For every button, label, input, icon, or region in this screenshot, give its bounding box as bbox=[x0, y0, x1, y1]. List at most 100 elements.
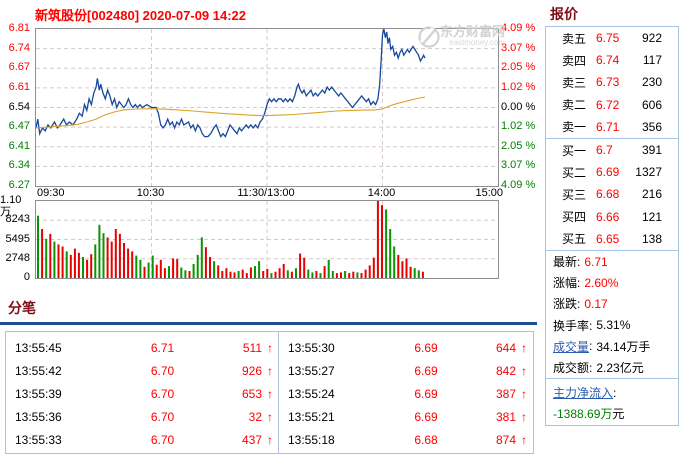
fenbi-volume: 644 bbox=[495, 340, 516, 355]
volume-axis: 1.10万 8243 5495 2748 0 bbox=[0, 194, 33, 283]
fenbi-price: 6.69 bbox=[414, 363, 438, 378]
stat-value: 2.23亿元 bbox=[596, 361, 644, 376]
fenbi-volume: 511 bbox=[242, 340, 262, 355]
axis-tick-label: 1.02 % bbox=[501, 120, 536, 133]
axis-tick-label: 6.81 bbox=[8, 22, 30, 34]
axis-tick-label: 4.09 % bbox=[501, 22, 536, 34]
fenbi-volume: 387 bbox=[495, 386, 516, 401]
eastmoney-logo-icon bbox=[418, 26, 440, 48]
time-tick-label: 10:30 bbox=[136, 187, 165, 199]
fenbi-price: 6.70 bbox=[150, 432, 175, 447]
quote-row-price: 6.71 bbox=[596, 119, 620, 134]
volume-tick-label: 5495 bbox=[5, 232, 30, 245]
up-arrow-icon: ↑ bbox=[267, 363, 273, 378]
quote-row: 卖三 6.73 230 bbox=[546, 71, 678, 93]
up-arrow-icon: ↑ bbox=[521, 363, 527, 378]
quote-row-label: 买五 bbox=[562, 232, 587, 247]
watermark-name: 东方财富网 bbox=[440, 24, 506, 39]
fenbi-column-right: 13:55:30 6.69 644 ↑ 13:55:27 6.69 842 ↑ 13:55:24… bbox=[279, 336, 532, 451]
quote-row-label: 卖二 bbox=[562, 98, 587, 113]
quote-row: 卖四 6.74 117 bbox=[546, 49, 678, 71]
volume-tick-label: 8243 bbox=[5, 213, 30, 226]
quote-row-price: 6.7 bbox=[596, 143, 613, 158]
quote-row-volume: 117 bbox=[642, 53, 662, 68]
buy-levels: 买一 6.7 391 买二 6.69 1327 买三 6.68 216 买四 6.66 121 买五 6.… bbox=[546, 139, 678, 250]
main-flow-colon: : bbox=[613, 385, 617, 400]
fenbi-price: 6.70 bbox=[150, 409, 175, 424]
fenbi-price: 6.68 bbox=[414, 432, 438, 447]
fenbi-row: 13:55:30 6.69 644 ↑ bbox=[279, 336, 532, 359]
stat-row: 涨幅: 2.60% bbox=[546, 272, 678, 293]
time-tick-label: 11:30/13:00 bbox=[237, 187, 295, 199]
up-arrow-icon: ↑ bbox=[267, 340, 273, 355]
fenbi-price: 6.71 bbox=[150, 340, 175, 355]
up-arrow-icon: ↑ bbox=[521, 386, 527, 401]
fenbi-row: 13:55:36 6.70 32 ↑ bbox=[6, 405, 278, 428]
quote-row-volume: 138 bbox=[641, 231, 662, 246]
volume-tick-label: 1.10万 bbox=[0, 194, 22, 218]
quote-row-price: 6.72 bbox=[596, 97, 620, 112]
stat-link[interactable]: 成交量 bbox=[553, 339, 590, 354]
quote-row-label: 卖四 bbox=[562, 53, 587, 68]
quote-row: 买四 6.66 121 bbox=[546, 206, 678, 228]
chart-title: 新筑股份[002480] 2020-07-09 14:22 bbox=[35, 8, 247, 23]
order-book-divider bbox=[546, 137, 678, 139]
time-tick-label: 09:30 bbox=[37, 187, 65, 199]
volume-tick-label: 0 bbox=[23, 271, 30, 283]
quote-row-label: 买二 bbox=[562, 165, 587, 180]
main-flow-panel: 主力净流入: -1388.69万元 bbox=[545, 378, 679, 426]
axis-tick-label: 3.07 % bbox=[501, 41, 536, 54]
fenbi-volume: 32 bbox=[248, 409, 262, 424]
main-flow-link[interactable]: 主力净流入 bbox=[553, 386, 614, 400]
quote-row: 卖二 6.72 606 bbox=[546, 94, 678, 116]
axis-tick-label: 6.34 bbox=[8, 159, 30, 172]
stat-value: 34.14万手 bbox=[596, 339, 651, 354]
up-arrow-icon: ↑ bbox=[521, 432, 527, 447]
fenbi-volume: 926 bbox=[241, 363, 262, 378]
fenbi-price: 6.69 bbox=[414, 386, 438, 401]
fenbi-time: 13:55:24 bbox=[288, 386, 335, 401]
quote-row-label: 卖三 bbox=[562, 75, 587, 90]
fenbi-row: 13:55:27 6.69 842 ↑ bbox=[279, 359, 532, 382]
quote-row: 卖五 6.75 922 bbox=[546, 27, 678, 49]
price-chart-canvas bbox=[36, 29, 498, 186]
up-arrow-icon: ↑ bbox=[267, 432, 273, 447]
main-flow-suffix: 元 bbox=[612, 407, 625, 421]
stat-row: 换手率: 5.31% bbox=[546, 315, 678, 336]
fenbi-row: 13:55:21 6.69 381 ↑ bbox=[279, 405, 532, 428]
axis-tick-label: 6.54 bbox=[8, 100, 30, 113]
fenbi-section-title: 分笔 bbox=[8, 300, 36, 316]
up-arrow-icon: ↑ bbox=[267, 409, 273, 424]
fenbi-price: 6.69 bbox=[414, 409, 438, 424]
fenbi-time: 13:55:27 bbox=[288, 363, 335, 378]
fenbi-column-divider bbox=[278, 332, 279, 453]
axis-tick-label: 6.41 bbox=[8, 139, 30, 152]
quote-row-volume: 356 bbox=[641, 119, 662, 134]
price-chart-plot bbox=[35, 28, 499, 187]
percent-axis-right: 4.09 % 3.07 % 2.05 % 1.02 % 0.00 % 1.02 % 2.05… bbox=[501, 22, 541, 191]
quote-row: 买五 6.65 138 bbox=[546, 228, 678, 250]
fenbi-divider bbox=[0, 322, 537, 325]
quote-row-volume: 1327 bbox=[635, 165, 662, 180]
fenbi-volume: 874 bbox=[495, 432, 516, 447]
quote-row-price: 6.68 bbox=[596, 187, 620, 202]
fenbi-time: 13:55:45 bbox=[15, 340, 62, 355]
time-tick-label: 15:00 bbox=[475, 187, 503, 199]
quote-row-price: 6.66 bbox=[596, 209, 620, 224]
axis-tick-label: 3.07 % bbox=[501, 159, 536, 172]
price-axis-left: 6.81 6.74 6.67 6.61 6.54 6.47 6.41 6.34 6.27 bbox=[0, 22, 33, 191]
quote-row-volume: 216 bbox=[641, 187, 662, 202]
quote-row-price: 6.74 bbox=[596, 53, 620, 68]
stat-colon: : bbox=[589, 339, 593, 354]
stat-value: 2.60% bbox=[584, 275, 619, 290]
quote-row-price: 6.75 bbox=[596, 31, 620, 46]
volume-chart-plot bbox=[35, 200, 499, 279]
fenbi-time: 13:55:42 bbox=[15, 363, 62, 378]
quote-row-label: 买四 bbox=[562, 210, 587, 225]
stat-row: 最新: 6.71 bbox=[546, 251, 678, 272]
stat-row: 涨跌: 0.17 bbox=[546, 293, 678, 314]
stat-value: 0.17 bbox=[584, 296, 608, 311]
fenbi-row: 13:55:33 6.70 437 ↑ bbox=[6, 428, 278, 451]
fenbi-time: 13:55:21 bbox=[288, 409, 335, 424]
quote-row-volume: 391 bbox=[641, 143, 662, 158]
